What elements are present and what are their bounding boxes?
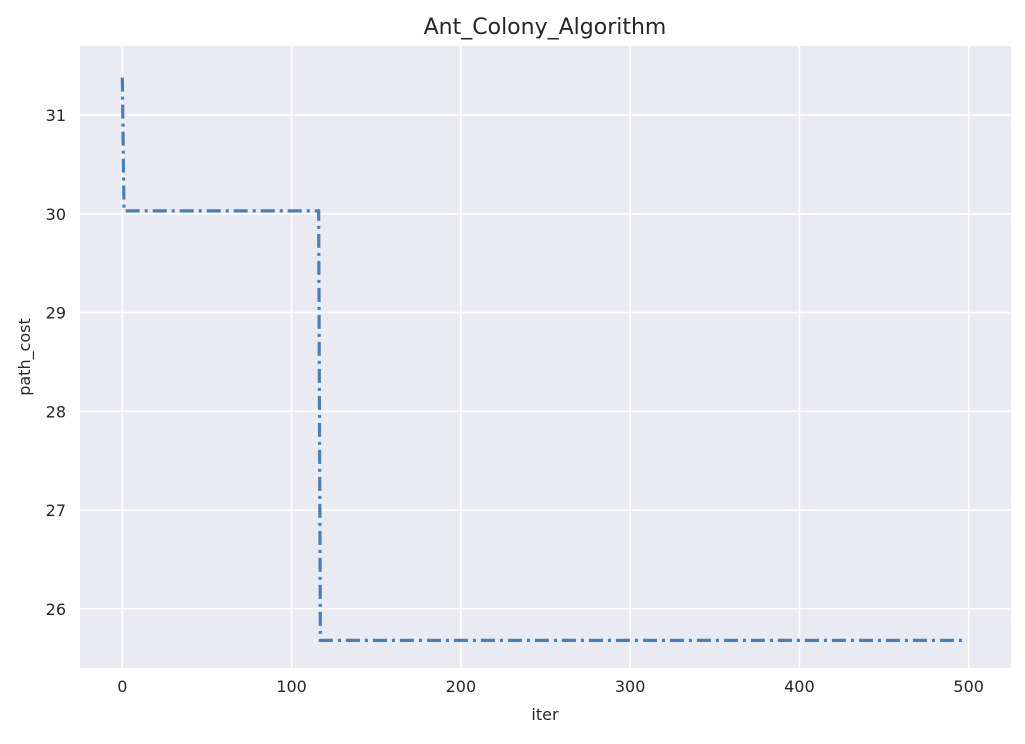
y-tick-label: 28 <box>46 402 66 421</box>
y-tick-label: 26 <box>46 600 66 619</box>
series-line <box>120 77 967 642</box>
x-tick-label: 300 <box>615 677 646 696</box>
x-tick-label: 100 <box>276 677 307 696</box>
series-layer <box>120 77 967 642</box>
x-tick-label: 200 <box>446 677 477 696</box>
chart-title: Ant_Colony_Algorithm <box>424 15 667 40</box>
tick-labels: 0 100 200 300 400 500 26 27 28 29 30 31 <box>46 106 984 696</box>
y-tick-label: 31 <box>46 106 66 125</box>
y-tick-label: 29 <box>46 304 66 323</box>
y-tick-label: 30 <box>46 205 66 224</box>
x-tick-label: 500 <box>953 677 984 696</box>
x-tick-label: 400 <box>784 677 815 696</box>
x-axis-label: iter <box>531 705 559 724</box>
x-tick-label: 0 <box>117 677 127 696</box>
y-tick-label: 27 <box>46 501 66 520</box>
plot-area <box>80 46 1011 668</box>
grid <box>80 46 1011 668</box>
y-axis-label: path_cost <box>15 318 35 396</box>
